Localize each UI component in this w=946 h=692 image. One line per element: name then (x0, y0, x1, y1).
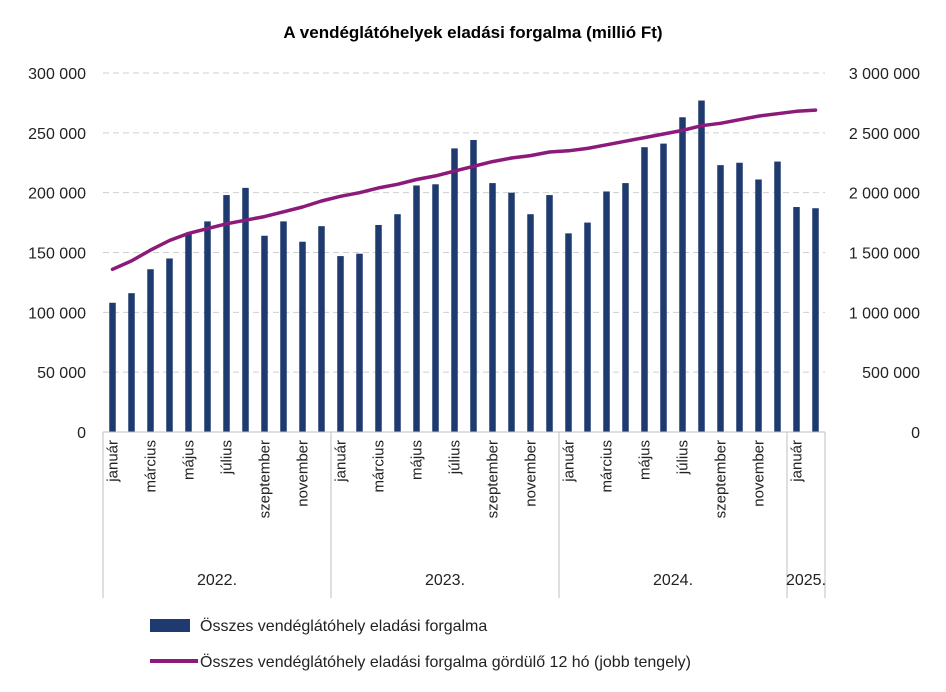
bar (204, 221, 211, 432)
x-axis: 2022. 2023. 2024. 2025. január március május jú… (102, 431, 826, 598)
bar (527, 214, 534, 432)
bar (280, 221, 287, 432)
month-tick-label: november (295, 440, 312, 507)
month-tick-label: március (599, 440, 616, 493)
y-left-tick-label: 0 (77, 425, 86, 442)
y-left-tick-label: 100 000 (28, 305, 86, 322)
bar (489, 183, 496, 432)
year-label: 2024. (653, 572, 693, 589)
y-right-tick-label: 0 (911, 425, 920, 442)
bar (261, 235, 268, 432)
bar (413, 185, 420, 432)
bar (622, 183, 629, 432)
year-label: 2023. (425, 572, 465, 589)
bar (299, 241, 306, 432)
bar (128, 293, 135, 432)
bar (242, 187, 249, 432)
y-right-tick-label: 2 000 000 (849, 186, 920, 203)
line-series (110, 108, 818, 272)
bar (394, 214, 401, 432)
y-left-tick-label: 150 000 (28, 246, 86, 263)
y-left-tick-label: 250 000 (28, 126, 86, 143)
y-right-tick-label: 3 000 000 (849, 66, 920, 83)
month-tick-label: július (675, 440, 692, 475)
month-tick-label: május (409, 440, 426, 480)
month-tick-label: január (789, 440, 806, 483)
month-tick-label: november (751, 440, 768, 507)
month-tick-label: július (447, 440, 464, 475)
bar (185, 233, 192, 432)
chart-title: A vendéglátóhelyek eladási forgalma (mil… (283, 23, 662, 42)
month-tick-label: november (523, 440, 540, 507)
y-axis-left: 0 50 000 100 000 150 000 200 000 250 000 300 0… (28, 66, 86, 442)
bar (508, 192, 515, 432)
bar (565, 233, 572, 432)
bar (318, 226, 325, 432)
y-left-tick-label: 200 000 (28, 186, 86, 203)
bar (546, 195, 553, 432)
bar-series (109, 100, 819, 433)
bar (736, 162, 743, 432)
month-tick-label: szeptember (257, 440, 274, 518)
year-label: 2022. (197, 572, 237, 589)
bar (356, 253, 363, 432)
y-left-tick-label: 50 000 (37, 365, 86, 382)
legend-line-label: Összes vendéglátóhely eladási forgalma g… (200, 653, 691, 671)
bar (641, 147, 648, 432)
bar (470, 140, 477, 432)
month-tick-label: május (181, 440, 198, 480)
y-right-tick-label: 1 000 000 (849, 305, 920, 322)
bar (755, 179, 762, 432)
bar (337, 256, 344, 432)
bar (603, 191, 610, 432)
bar (432, 184, 439, 432)
bar (451, 148, 458, 432)
gridlines (103, 72, 825, 373)
legend-bar-label: Összes vendéglátóhely eladási forgalma (200, 617, 487, 635)
bar (774, 161, 781, 432)
y-right-tick-label: 1 500 000 (849, 246, 920, 263)
year-label: 2025. (786, 572, 826, 589)
month-tick-label: január (333, 440, 350, 483)
y-axis-right: 0 500 000 1 000 000 1 500 000 2 000 000 2 500… (849, 66, 920, 442)
month-tick-label: szeptember (485, 440, 502, 518)
month-tick-label: szeptember (713, 440, 730, 518)
bar (698, 100, 705, 433)
bar (223, 195, 230, 432)
bar (109, 302, 116, 432)
bar (812, 208, 819, 432)
month-tick-label: január (561, 440, 578, 483)
bar (679, 117, 686, 432)
bar (166, 258, 173, 432)
legend: Összes vendéglátóhely eladási forgalma Ö… (150, 617, 691, 671)
y-right-tick-label: 2 500 000 (849, 126, 920, 143)
bar (793, 207, 800, 432)
month-tick-label: január (105, 440, 122, 483)
bar (660, 143, 667, 432)
y-left-tick-label: 300 000 (28, 66, 86, 83)
bar (147, 269, 154, 432)
month-tick-label: május (637, 440, 654, 480)
bar (717, 165, 724, 433)
bar (584, 222, 591, 432)
legend-bar-swatch (150, 619, 190, 632)
month-tick-label: március (371, 440, 388, 493)
month-tick-label: július (219, 440, 236, 475)
month-tick-label: március (143, 440, 160, 493)
rolling-12-month-line (110, 108, 818, 272)
y-right-tick-label: 500 000 (862, 365, 920, 382)
bar (375, 224, 382, 432)
